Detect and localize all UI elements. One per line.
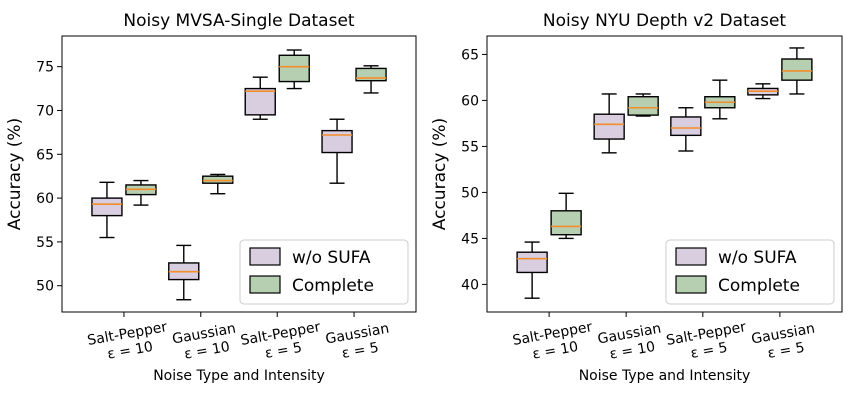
y-axis-label: Accuracy (%) <box>430 118 450 230</box>
legend-label: Complete <box>718 276 800 296</box>
box-wo-sufa <box>516 241 548 299</box>
y-tick-label: 55 <box>36 235 54 251</box>
y-tick-label: 55 <box>461 139 479 155</box>
x-tick-label-line2: ε = 5 <box>689 340 728 362</box>
x-axis-label: Noise Type and Intensity <box>153 368 325 384</box>
y-tick-label: 65 <box>36 147 54 163</box>
box-wo-sufa <box>670 107 702 152</box>
legend: w/o SUFA Complete <box>665 239 835 305</box>
box-complete <box>627 93 659 117</box>
x-tick-label-line2: ε = 5 <box>766 340 805 362</box>
plot-frame <box>486 35 843 313</box>
box-complete <box>781 47 813 95</box>
x-tick-label-line2: ε = 10 <box>608 339 656 363</box>
box-complete <box>125 179 157 206</box>
box-iqr <box>516 251 548 274</box>
box-complete <box>202 173 234 195</box>
y-tick-label: 70 <box>36 103 54 119</box>
box-wo-sufa <box>168 244 200 301</box>
box-iqr <box>321 129 353 154</box>
legend-label: Complete <box>292 276 374 296</box>
y-axis-label: Accuracy (%) <box>5 118 25 230</box>
legend-label: w/o SUFA <box>292 248 371 268</box>
chart-title: Noisy NYU Depth v2 Dataset <box>543 11 786 31</box>
y-tick-label: 45 <box>461 231 479 247</box>
box-iqr <box>593 113 625 140</box>
x-tick-label-line2: ε = 5 <box>264 340 303 362</box>
box-iqr <box>781 58 813 81</box>
box-iqr <box>278 54 310 83</box>
y-tick-label: 60 <box>461 93 479 109</box>
y-tick-label: 40 <box>461 277 479 293</box>
chart-panel-2: Noisy NYU Depth v2 Dataset 40 45 50 55 60 65 Ac… <box>430 11 843 384</box>
x-tick-label-line2: ε = 10 <box>183 339 231 363</box>
legend-label: w/o SUFA <box>718 248 797 268</box>
box-complete <box>550 192 582 240</box>
box-iqr <box>91 197 123 217</box>
x-axis-label: Noise Type and Intensity <box>579 368 751 384</box>
legend-swatch <box>675 247 707 266</box>
box-complete <box>278 49 310 90</box>
legend-frame <box>665 239 835 305</box>
x-tick-label-line2: ε = 5 <box>341 340 380 362</box>
y-tick-label: 75 <box>36 60 54 76</box>
box-iqr <box>202 175 234 184</box>
box-iqr <box>550 210 582 236</box>
box-wo-sufa <box>593 93 625 154</box>
box-wo-sufa <box>747 83 779 100</box>
box-iqr <box>627 96 659 116</box>
legend-frame <box>239 239 409 305</box>
plot-frame <box>61 35 417 313</box>
legend: w/o SUFA Complete <box>239 239 409 305</box>
box-wo-sufa <box>244 76 276 120</box>
box-wo-sufa <box>91 181 123 239</box>
chart-panel-1: Noisy MVSA-Single Dataset 50 55 60 65 70 75 Acc… <box>5 11 417 384</box>
legend-swatch <box>675 275 707 294</box>
legend-swatch <box>249 247 281 266</box>
box-iqr <box>670 116 702 137</box>
y-tick-label: 65 <box>461 47 479 63</box>
x-tick-label-line2: ε = 10 <box>106 339 154 363</box>
y-tick-label: 50 <box>36 279 54 295</box>
box-complete <box>355 65 387 94</box>
chart-title: Noisy MVSA-Single Dataset <box>123 11 355 31</box>
x-tick-label-line2: ε = 10 <box>531 339 579 363</box>
box-wo-sufa <box>321 118 353 184</box>
y-tick-label: 50 <box>461 185 479 201</box>
legend-swatch <box>249 275 281 294</box>
y-tick-label: 60 <box>36 191 54 207</box>
box-complete <box>704 79 736 120</box>
box-iqr <box>244 87 276 116</box>
